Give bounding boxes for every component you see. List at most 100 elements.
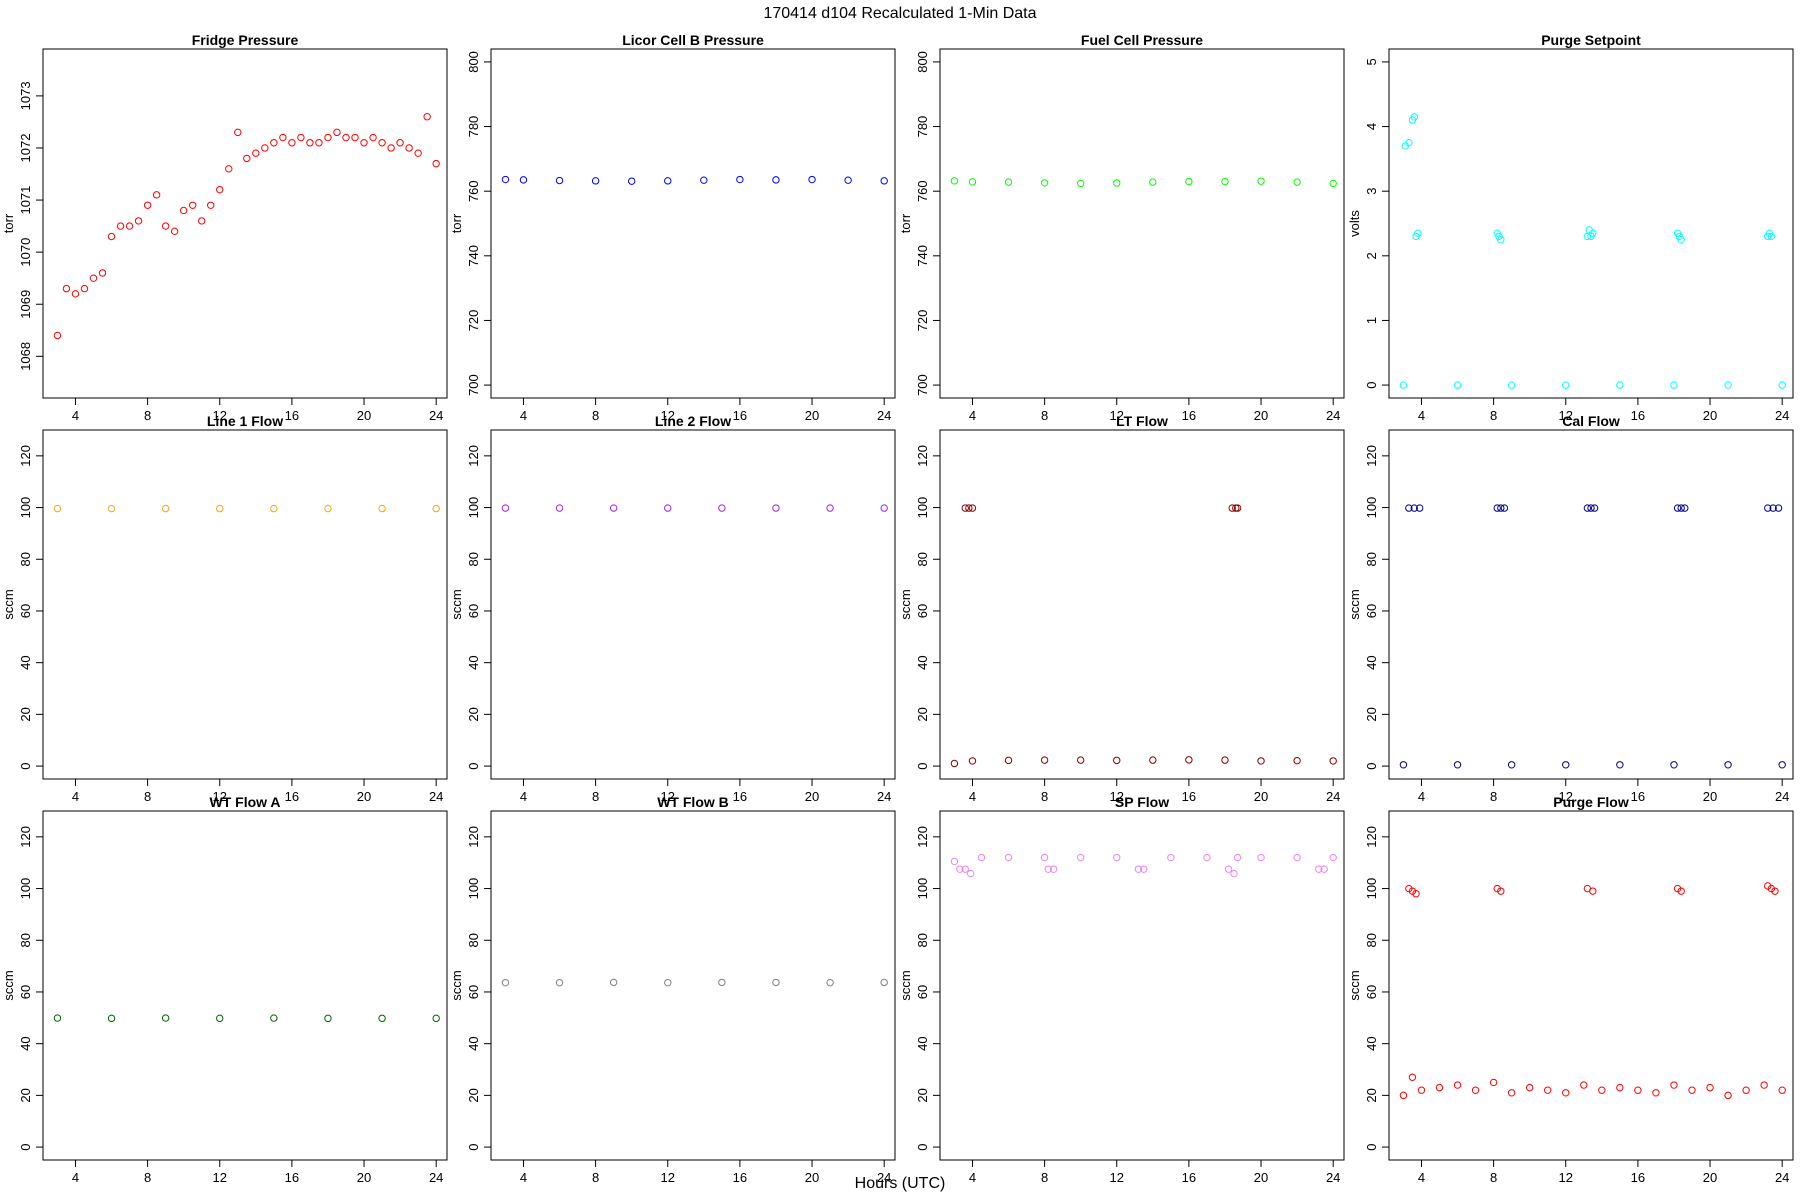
- panel-12-data-point: [1471, 1086, 1480, 1094]
- panel-1-x-tick-label: 12: [213, 408, 227, 423]
- panel-10-data-point: [772, 978, 780, 987]
- panel-11-y-tick-label: 80: [915, 933, 930, 947]
- panel-1-data-point: [143, 201, 152, 209]
- panel-6-data-point: [718, 504, 726, 512]
- panel-12-data-point: [1652, 1089, 1660, 1097]
- panel-5-data-point: [216, 504, 224, 513]
- panel-7-data-point: [1257, 757, 1265, 765]
- panel-11-data-point: [1203, 853, 1211, 862]
- panel-10: WT Flow B 4 8 12 16 20 24 0 20 40 60 80 100 120 sccm: [449, 794, 896, 1185]
- panel-8-data-point: [1497, 504, 1505, 512]
- panel-1-data-point: [198, 217, 206, 225]
- panel-7-x-tick-label: 20: [1254, 789, 1268, 804]
- panel-3-x-tick-label: 20: [1254, 408, 1268, 423]
- panel-7-data-point: [1076, 756, 1085, 764]
- panel-12-data-point: [1616, 1083, 1624, 1092]
- panel-1-data-point: [414, 149, 422, 157]
- panel-8-data-point: [1507, 761, 1516, 769]
- panel-2-y-tick-label: 700: [466, 374, 481, 396]
- panel-12-x-tick-label: 20: [1703, 1170, 1717, 1185]
- panel-7-data-point: [1233, 504, 1242, 512]
- panel-9-data-point: [53, 1014, 62, 1022]
- panel-4-y-tick-label: 0: [1364, 381, 1379, 388]
- panel-3-data-point: [950, 177, 959, 185]
- panel-2-data-point: [844, 176, 852, 184]
- panel-4-y-axis-label: volts: [1347, 210, 1362, 237]
- panel-8-data-point: [1493, 504, 1501, 512]
- panel-8-data-point: [1769, 504, 1777, 512]
- panel-4-x-tick-label: 4: [1418, 408, 1425, 423]
- panel-3-y-tick-label: 760: [915, 180, 930, 202]
- panel-7-x-tick-label: 4: [969, 789, 976, 804]
- panel-9-y-tick-label: 80: [18, 933, 33, 947]
- panel-9-data-point: [324, 1014, 332, 1023]
- panel-9: WT Flow A 4 8 12 16 20 24 0 20 40 60 80 100 120 sccm: [1, 794, 448, 1185]
- panel-4-data-point: [1670, 381, 1678, 389]
- panel-4-y-tick-label: 5: [1364, 58, 1379, 65]
- panel-4-data-point: [1677, 235, 1685, 244]
- panel-9-data-point: [107, 1014, 116, 1023]
- panel-8-y-tick-label: 100: [1364, 497, 1379, 519]
- panel-1-y-axis-label: torr: [1, 213, 16, 233]
- panel-4-y-tick-label: 2: [1364, 252, 1379, 259]
- panel-9-y-axis-label: sccm: [1, 970, 16, 1000]
- panel-5-y-tick-label: 20: [18, 707, 33, 721]
- panel-8-y-axis-label: sccm: [1347, 589, 1362, 619]
- panel-1-y-tick-label: 1068: [18, 342, 33, 371]
- panel-7-data-point: [1293, 756, 1301, 765]
- panel-7-x-tick-label: 12: [1110, 789, 1124, 804]
- panel-2-y-tick-label: 760: [466, 180, 481, 202]
- panel-7: LT Flow 4 8 12 16 20 24 0 20 40 60 80 100 120 sccm: [898, 413, 1345, 804]
- panel-12-data-point: [1688, 1086, 1696, 1094]
- panel-10-y-tick-label: 80: [466, 933, 481, 947]
- panel-11-data-point: [1134, 865, 1143, 873]
- panel-5: Line 1 Flow 4 8 12 16 20 24 0 20 40 60 80 100 120 sccm: [1, 413, 448, 804]
- panel-4-y-tick-label: 3: [1364, 188, 1379, 195]
- panel-12-y-tick-label: 0: [1364, 1143, 1379, 1150]
- panel-12-frame: [1388, 810, 1794, 1161]
- panel-5-frame: [42, 429, 448, 780]
- panel-11-title: SP Flow: [1115, 794, 1169, 810]
- panel-9-x-tick-label: 12: [213, 1170, 227, 1185]
- panel-7-data-point: [1329, 757, 1337, 765]
- panel-12-y-tick-label: 100: [1364, 878, 1379, 900]
- panel-11-y-tick-label: 40: [915, 1036, 930, 1050]
- panel-12-data-point: [1489, 1078, 1498, 1087]
- panel-4-data-point: [1405, 139, 1413, 147]
- panel-4-data-point: [1778, 381, 1786, 389]
- panel-6-data-point: [501, 504, 510, 512]
- panel-11-data-point: [1113, 853, 1121, 862]
- panel-1-data-point: [369, 133, 377, 142]
- panel-5-data-point: [270, 504, 278, 513]
- panel-11-data-point: [1320, 865, 1328, 873]
- panel-3-y-axis-label: torr: [898, 213, 913, 233]
- panel-6-y-tick-label: 120: [466, 445, 481, 467]
- panel-12-data-point: [1589, 887, 1597, 895]
- panel-12-data-point: [1453, 1081, 1462, 1089]
- panel-12-data-point: [1408, 1073, 1417, 1081]
- panel-9-data-point: [161, 1014, 170, 1022]
- panel-11-y-tick-label: 100: [915, 878, 930, 900]
- panel-12-y-tick-label: 40: [1364, 1036, 1379, 1050]
- panel-1-y-tick-label: 1072: [18, 134, 33, 163]
- panel-1-data-point: [279, 133, 287, 142]
- panel-9-x-tick-label: 20: [357, 1170, 371, 1185]
- panel-10-data-point: [718, 978, 726, 987]
- panel-5-y-tick-label: 100: [18, 497, 33, 519]
- panel-10-data-point: [609, 978, 618, 987]
- panel-7-y-tick-label: 0: [915, 762, 930, 769]
- panel-7-data-point: [950, 759, 959, 768]
- panel-1-data-point: [152, 191, 161, 199]
- panel-10-y-tick-label: 60: [466, 985, 481, 999]
- panel-4-data-point: [1497, 235, 1505, 244]
- panel-12-x-tick-label: 12: [1559, 1170, 1573, 1185]
- panel-8-y-tick-label: 0: [1364, 762, 1379, 769]
- panel-7-data-point: [961, 504, 969, 512]
- panel-7-data-point: [1113, 756, 1121, 765]
- panel-8-data-point: [1774, 504, 1783, 512]
- panel-7-x-tick-label: 8: [1041, 789, 1048, 804]
- panel-12-x-tick-label: 4: [1418, 1170, 1425, 1185]
- panel-1-data-point: [261, 144, 269, 152]
- panel-7-y-tick-label: 120: [915, 445, 930, 467]
- panel-2-y-tick-label: 720: [466, 310, 481, 332]
